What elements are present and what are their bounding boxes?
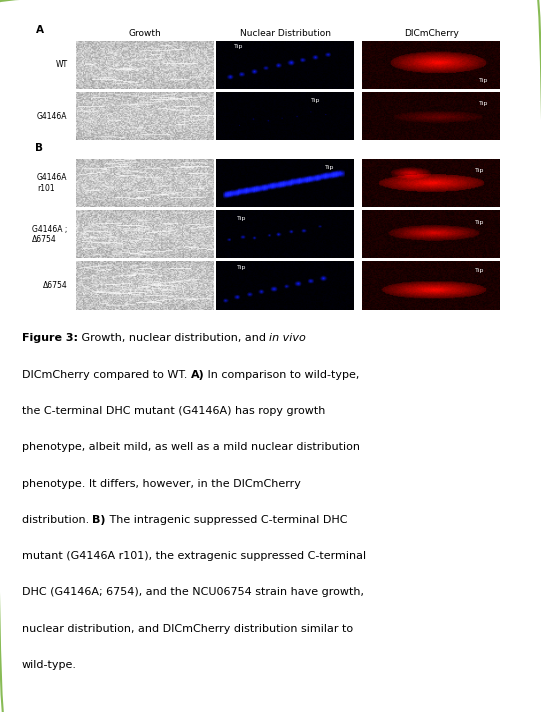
Text: Figure 3:: Figure 3: [22,333,78,343]
Text: In comparison to wild-type,: In comparison to wild-type, [204,370,360,379]
Text: distribution.: distribution. [22,515,93,525]
Text: B): B) [93,515,106,525]
Text: nuclear distribution, and DICmCherry distribution similar to: nuclear distribution, and DICmCherry dis… [22,624,353,634]
Text: WT: WT [56,61,68,69]
Text: phenotype, albeit mild, as well as a mild nuclear distribution: phenotype, albeit mild, as well as a mil… [22,442,360,452]
Text: Tip: Tip [311,98,320,103]
Text: DHC (G4146A; 6754), and the NCU06754 strain have growth,: DHC (G4146A; 6754), and the NCU06754 str… [22,587,364,597]
Text: G4146A ;
Δ6754: G4146A ; Δ6754 [32,224,68,244]
Text: in vivo: in vivo [269,333,306,343]
Text: Tip: Tip [236,265,246,270]
Text: Δ6754: Δ6754 [43,281,68,290]
Text: Tip: Tip [325,165,334,170]
Text: Tip: Tip [236,216,246,221]
Text: Tip: Tip [234,44,243,49]
Text: A: A [36,24,43,35]
Text: The intragenic suppressed C-terminal DHC: The intragenic suppressed C-terminal DHC [106,515,347,525]
Text: mutant (G4146A r101), the extragenic suppressed C-terminal: mutant (G4146A r101), the extragenic sup… [22,551,366,561]
Text: phenotype. It differs, however, in the DICmCherry: phenotype. It differs, however, in the D… [22,478,300,488]
Text: Tip: Tip [475,219,484,225]
Text: Tip: Tip [479,101,489,107]
Text: Growth, nuclear distribution, and: Growth, nuclear distribution, and [78,333,269,343]
Text: DICmCherry compared to WT.: DICmCherry compared to WT. [22,370,190,379]
Text: the C-terminal DHC mutant (G4146A) has ropy growth: the C-terminal DHC mutant (G4146A) has r… [22,406,325,416]
Text: wild-type.: wild-type. [22,660,77,670]
Text: Tip: Tip [479,78,489,83]
Text: Nuclear Distribution: Nuclear Distribution [240,29,331,38]
Text: Tip: Tip [475,168,484,174]
Text: B: B [36,142,43,153]
Text: A): A) [190,370,204,379]
Text: G4146A
r101: G4146A r101 [37,173,68,193]
Text: Tip: Tip [475,268,484,273]
Text: DICmCherry: DICmCherry [404,29,459,38]
Text: Growth: Growth [128,29,161,38]
Text: G4146A: G4146A [37,112,68,120]
